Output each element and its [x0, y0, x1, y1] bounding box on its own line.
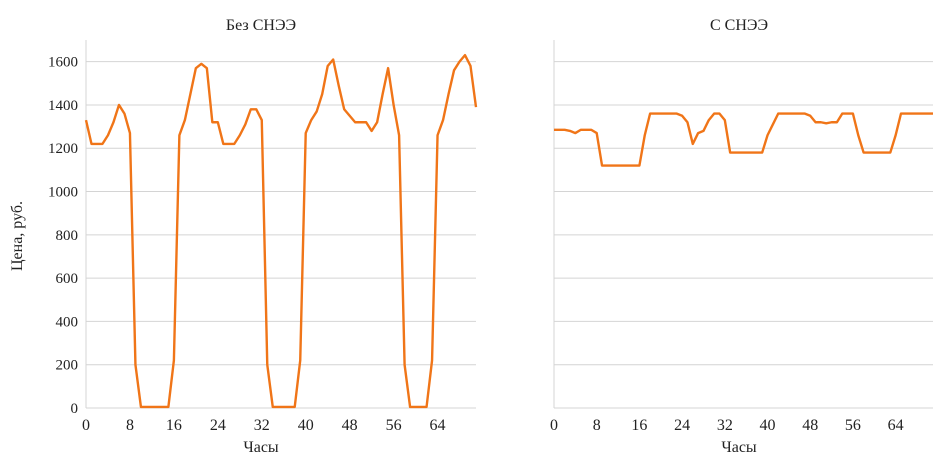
- x-tick-label: 0: [82, 417, 90, 434]
- x-axis-label: Часы: [243, 439, 279, 454]
- y-tick-label: 1600: [48, 55, 78, 71]
- x-tick-labels: 0 8 16 24 32 40 48 56 64: [550, 417, 904, 434]
- y-tick-label: 1400: [48, 98, 78, 114]
- chart-title: Без СНЭЭ: [226, 17, 296, 34]
- x-tick-label: 16: [631, 417, 647, 434]
- x-tick-label: 40: [760, 417, 776, 434]
- y-tick-label: 200: [56, 358, 79, 374]
- x-tick-label: 64: [430, 417, 446, 434]
- y-tick-labels: 0 200 400 600 800 1000 1200 1400 1600: [48, 55, 78, 417]
- price-series-line: [554, 112, 933, 167]
- x-tick-label: 56: [845, 417, 861, 434]
- grid-lines: [85, 40, 476, 409]
- x-tick-label: 24: [210, 417, 226, 434]
- x-tick-label: 32: [717, 417, 733, 434]
- y-tick-label: 800: [56, 228, 79, 244]
- x-tick-label: 48: [342, 417, 358, 434]
- x-tick-labels: 0 8 16 24 32 40 48 56 64: [82, 417, 446, 434]
- x-tick-label: 0: [550, 417, 558, 434]
- price-series-line: [84, 53, 478, 409]
- y-tick-label: 1000: [48, 185, 78, 201]
- x-tick-label: 8: [126, 417, 134, 434]
- y-tick-label: 400: [56, 314, 79, 330]
- x-tick-label: 64: [888, 417, 904, 434]
- x-axis-label: Часы: [721, 439, 757, 454]
- chart-title: С СНЭЭ: [710, 17, 768, 34]
- x-tick-label: 8: [593, 417, 601, 434]
- grid-lines: [553, 40, 933, 409]
- x-tick-label: 16: [166, 417, 182, 434]
- y-tick-label: 0: [71, 401, 79, 417]
- y-tick-label: 1200: [48, 141, 78, 157]
- x-tick-label: 24: [674, 417, 690, 434]
- x-tick-label: 48: [802, 417, 818, 434]
- x-tick-label: 56: [386, 417, 402, 434]
- y-tick-label: 600: [56, 271, 79, 287]
- x-tick-label: 40: [298, 417, 314, 434]
- x-tick-label: 32: [254, 417, 270, 434]
- chart-panel-with-storage: С СНЭЭ 0 8 16 24 32 40 48 56 64 Часы: [550, 17, 933, 456]
- y-axis-label: Цена, руб.: [9, 201, 26, 271]
